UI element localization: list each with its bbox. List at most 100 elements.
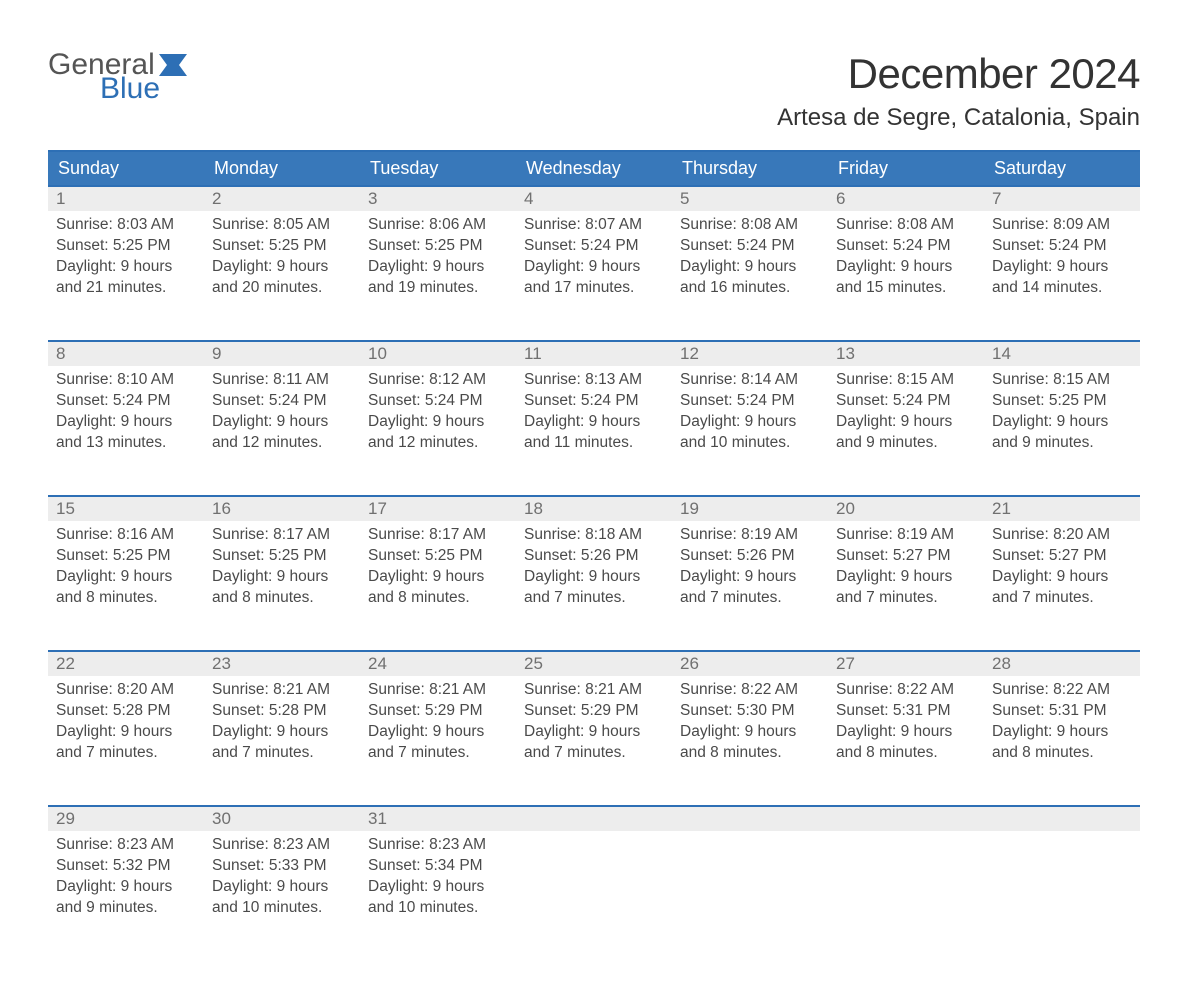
sunset-line: Sunset: 5:31 PM [992,701,1132,722]
day-content: Sunrise: 8:05 AMSunset: 5:25 PMDaylight:… [204,211,360,307]
day-content: Sunrise: 8:03 AMSunset: 5:25 PMDaylight:… [48,211,204,307]
day-number-cell: 17 [360,496,516,521]
day-cell: Sunrise: 8:14 AMSunset: 5:24 PMDaylight:… [672,366,828,496]
daylight-line-2: and 7 minutes. [680,588,820,609]
calendar-body: 1234567Sunrise: 8:03 AMSunset: 5:25 PMDa… [48,186,1140,961]
title-block: December 2024 Artesa de Segre, Catalonia… [777,50,1140,132]
day-number-row: 15161718192021 [48,496,1140,521]
day-cell [984,831,1140,961]
sunrise-line: Sunrise: 8:23 AM [368,835,508,856]
day-number-cell: 9 [204,341,360,366]
daylight-line-2: and 7 minutes. [836,588,976,609]
sunset-line: Sunset: 5:24 PM [836,236,976,257]
sunset-line: Sunset: 5:25 PM [212,236,352,257]
day-number-cell [672,806,828,831]
sunrise-line: Sunrise: 8:19 AM [836,525,976,546]
sunrise-line: Sunrise: 8:22 AM [680,680,820,701]
day-cell: Sunrise: 8:07 AMSunset: 5:24 PMDaylight:… [516,211,672,341]
day-content: Sunrise: 8:23 AMSunset: 5:32 PMDaylight:… [48,831,204,927]
day-content: Sunrise: 8:23 AMSunset: 5:33 PMDaylight:… [204,831,360,927]
sunrise-line: Sunrise: 8:07 AM [524,215,664,236]
day-cell: Sunrise: 8:03 AMSunset: 5:25 PMDaylight:… [48,211,204,341]
day-content: Sunrise: 8:22 AMSunset: 5:31 PMDaylight:… [828,676,984,772]
daylight-line-2: and 9 minutes. [836,433,976,454]
day-content-row: Sunrise: 8:03 AMSunset: 5:25 PMDaylight:… [48,211,1140,341]
day-cell: Sunrise: 8:18 AMSunset: 5:26 PMDaylight:… [516,521,672,651]
daylight-line-2: and 8 minutes. [680,743,820,764]
sunrise-line: Sunrise: 8:08 AM [680,215,820,236]
day-number-cell: 3 [360,186,516,211]
logo-text-blue: Blue [48,74,187,104]
day-content: Sunrise: 8:23 AMSunset: 5:34 PMDaylight:… [360,831,516,927]
weekday-header: Friday [828,151,984,186]
sunset-line: Sunset: 5:31 PM [836,701,976,722]
day-cell: Sunrise: 8:23 AMSunset: 5:33 PMDaylight:… [204,831,360,961]
day-number-cell: 27 [828,651,984,676]
day-number-cell: 5 [672,186,828,211]
day-number-cell: 21 [984,496,1140,521]
sunset-line: Sunset: 5:25 PM [368,236,508,257]
sunrise-line: Sunrise: 8:19 AM [680,525,820,546]
sunset-line: Sunset: 5:29 PM [368,701,508,722]
day-cell: Sunrise: 8:16 AMSunset: 5:25 PMDaylight:… [48,521,204,651]
sunrise-line: Sunrise: 8:06 AM [368,215,508,236]
day-content: Sunrise: 8:22 AMSunset: 5:31 PMDaylight:… [984,676,1140,772]
day-cell: Sunrise: 8:13 AMSunset: 5:24 PMDaylight:… [516,366,672,496]
day-content: Sunrise: 8:21 AMSunset: 5:28 PMDaylight:… [204,676,360,772]
day-content-row: Sunrise: 8:16 AMSunset: 5:25 PMDaylight:… [48,521,1140,651]
day-number-cell: 14 [984,341,1140,366]
daylight-line-2: and 15 minutes. [836,278,976,299]
sunrise-line: Sunrise: 8:17 AM [368,525,508,546]
day-content: Sunrise: 8:15 AMSunset: 5:25 PMDaylight:… [984,366,1140,462]
day-number-cell: 26 [672,651,828,676]
day-number-cell: 10 [360,341,516,366]
daylight-line-2: and 10 minutes. [368,898,508,919]
day-number-cell: 7 [984,186,1140,211]
weekday-header-row: Sunday Monday Tuesday Wednesday Thursday… [48,151,1140,186]
sunrise-line: Sunrise: 8:10 AM [56,370,196,391]
day-cell [516,831,672,961]
daylight-line-2: and 16 minutes. [680,278,820,299]
sunset-line: Sunset: 5:33 PM [212,856,352,877]
day-number-cell [516,806,672,831]
day-content: Sunrise: 8:15 AMSunset: 5:24 PMDaylight:… [828,366,984,462]
daylight-line-1: Daylight: 9 hours [56,412,196,433]
day-cell: Sunrise: 8:09 AMSunset: 5:24 PMDaylight:… [984,211,1140,341]
daylight-line-2: and 10 minutes. [680,433,820,454]
day-number-row: 293031 [48,806,1140,831]
sunset-line: Sunset: 5:24 PM [212,391,352,412]
daylight-line-1: Daylight: 9 hours [212,722,352,743]
sunset-line: Sunset: 5:34 PM [368,856,508,877]
day-number-cell: 8 [48,341,204,366]
day-cell: Sunrise: 8:23 AMSunset: 5:32 PMDaylight:… [48,831,204,961]
daylight-line-1: Daylight: 9 hours [992,722,1132,743]
day-cell: Sunrise: 8:06 AMSunset: 5:25 PMDaylight:… [360,211,516,341]
day-number-cell: 23 [204,651,360,676]
day-number-cell [828,806,984,831]
sunset-line: Sunset: 5:24 PM [368,391,508,412]
day-number-cell: 29 [48,806,204,831]
sunset-line: Sunset: 5:25 PM [56,546,196,567]
daylight-line-2: and 13 minutes. [56,433,196,454]
sunset-line: Sunset: 5:24 PM [524,391,664,412]
day-cell: Sunrise: 8:17 AMSunset: 5:25 PMDaylight:… [204,521,360,651]
weekday-header: Saturday [984,151,1140,186]
sunrise-line: Sunrise: 8:23 AM [212,835,352,856]
sunset-line: Sunset: 5:25 PM [212,546,352,567]
sunset-line: Sunset: 5:25 PM [992,391,1132,412]
weekday-header: Tuesday [360,151,516,186]
day-number-row: 1234567 [48,186,1140,211]
daylight-line-1: Daylight: 9 hours [836,412,976,433]
sunset-line: Sunset: 5:24 PM [56,391,196,412]
day-cell: Sunrise: 8:10 AMSunset: 5:24 PMDaylight:… [48,366,204,496]
daylight-line-1: Daylight: 9 hours [56,877,196,898]
day-number-row: 22232425262728 [48,651,1140,676]
sunset-line: Sunset: 5:27 PM [992,546,1132,567]
day-number-cell: 6 [828,186,984,211]
day-content: Sunrise: 8:17 AMSunset: 5:25 PMDaylight:… [360,521,516,617]
sunset-line: Sunset: 5:27 PM [836,546,976,567]
day-cell: Sunrise: 8:21 AMSunset: 5:29 PMDaylight:… [516,676,672,806]
day-cell: Sunrise: 8:21 AMSunset: 5:28 PMDaylight:… [204,676,360,806]
day-number-cell: 22 [48,651,204,676]
day-content: Sunrise: 8:22 AMSunset: 5:30 PMDaylight:… [672,676,828,772]
